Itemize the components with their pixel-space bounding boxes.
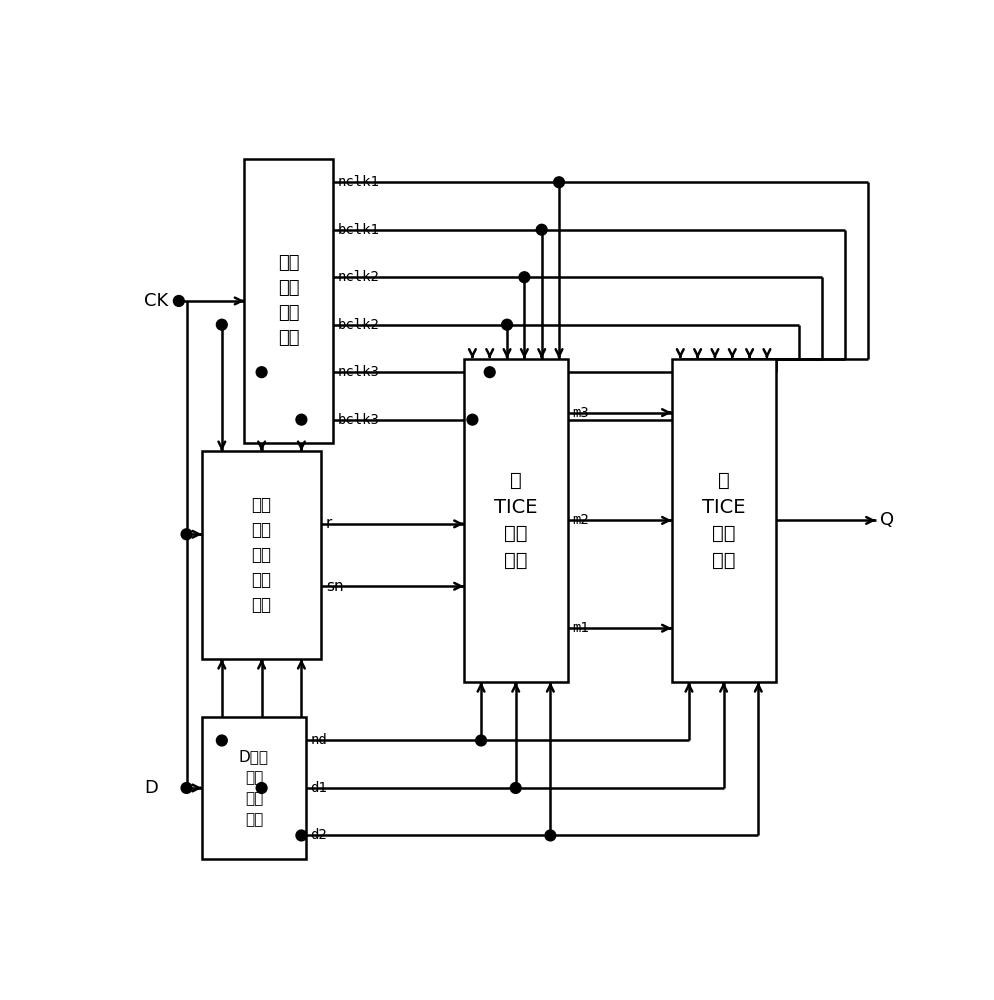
Circle shape: [173, 296, 184, 306]
Circle shape: [295, 414, 306, 425]
Circle shape: [553, 177, 564, 188]
Text: m2: m2: [572, 513, 588, 527]
Circle shape: [484, 367, 495, 378]
Text: bclk1: bclk1: [337, 223, 379, 237]
Circle shape: [519, 272, 529, 283]
Text: sn: sn: [326, 579, 343, 594]
Circle shape: [217, 319, 227, 330]
Text: r: r: [326, 516, 332, 531]
Text: 从
TICE
锁存
电路: 从 TICE 锁存 电路: [701, 471, 745, 570]
Circle shape: [536, 224, 547, 235]
Text: m3: m3: [572, 406, 588, 420]
Circle shape: [181, 529, 192, 540]
Bar: [245, 159, 333, 443]
Circle shape: [217, 735, 227, 746]
Text: nclk2: nclk2: [337, 270, 379, 284]
Text: m1: m1: [572, 621, 588, 635]
Text: 置位
复位
信号
产生
电路: 置位 复位 信号 产生 电路: [251, 496, 271, 614]
Circle shape: [545, 830, 556, 841]
Circle shape: [256, 783, 266, 793]
Circle shape: [256, 367, 266, 378]
Text: d1: d1: [310, 781, 327, 795]
Bar: [463, 359, 568, 682]
Text: nclk1: nclk1: [337, 175, 379, 189]
Text: 时钟
反相
器链
电路: 时钟 反相 器链 电路: [277, 254, 299, 347]
Bar: [202, 451, 321, 659]
Text: 主
TICE
锁存
电路: 主 TICE 锁存 电路: [493, 471, 537, 570]
Text: D输入
反相
器链
电路: D输入 反相 器链 电路: [239, 749, 268, 827]
Text: D: D: [144, 779, 158, 797]
Circle shape: [501, 319, 512, 330]
Circle shape: [295, 830, 306, 841]
Circle shape: [510, 783, 521, 793]
Circle shape: [181, 783, 192, 793]
Bar: [202, 717, 305, 859]
Bar: [671, 359, 774, 682]
Text: nd: nd: [310, 733, 327, 747]
Text: CK: CK: [144, 292, 168, 310]
Text: bclk3: bclk3: [337, 413, 379, 427]
Circle shape: [475, 735, 486, 746]
Text: bclk2: bclk2: [337, 318, 379, 332]
Text: d2: d2: [310, 828, 327, 842]
Circle shape: [466, 414, 477, 425]
Text: Q: Q: [879, 511, 893, 529]
Text: nclk3: nclk3: [337, 365, 379, 379]
